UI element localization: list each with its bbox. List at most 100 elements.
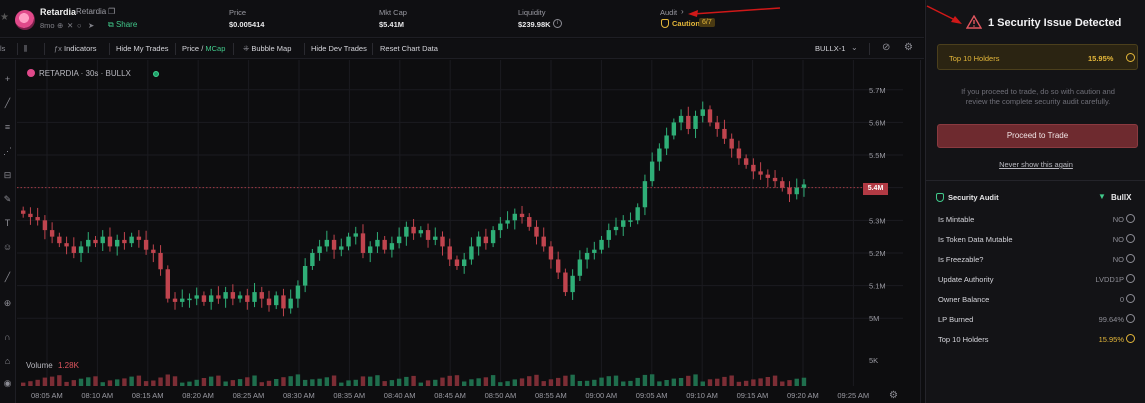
chart-canvas[interactable]: 5.7M 5.6M 5.5M 5.4M 5.3M 5.2M 5.1M 5M 5K 08:05 AM… — [17, 60, 924, 403]
candle — [765, 174, 771, 178]
x-tick-label: 08:10 AM — [81, 391, 113, 400]
candle — [801, 184, 807, 188]
candle — [555, 259, 561, 273]
info-icon[interactable]: i — [553, 19, 562, 28]
candle — [274, 295, 279, 306]
candle — [237, 295, 243, 299]
volume-bar — [237, 379, 243, 386]
candle — [686, 115, 691, 129]
bubble-map-button[interactable]: ⁜ Bubble Map — [243, 44, 291, 53]
telegram-icon[interactable]: ➤ — [88, 21, 95, 30]
star-icon[interactable]: ★ — [0, 12, 9, 23]
volume-bar — [288, 376, 293, 386]
audit-row-mutable: Is Token Data Mutable NO — [926, 234, 1145, 255]
trendline-icon[interactable]: ╱ — [4, 98, 11, 108]
hide-trades-button[interactable]: Hide My Trades — [116, 44, 169, 53]
lock-icon[interactable]: ⌂ — [4, 356, 11, 366]
text-tool-icon[interactable]: T — [4, 218, 11, 228]
source-select[interactable]: BULLX-1 — [815, 44, 846, 53]
volume-bar — [563, 375, 568, 386]
mktcap-label: Mkt Cap — [379, 8, 407, 17]
volume-bar — [302, 379, 308, 386]
volume-bar — [266, 380, 272, 386]
price-chart[interactable]: 5.7M 5.6M 5.5M 5.4M 5.3M 5.2M 5.1M 5M 5K 08:05 AM… — [17, 60, 924, 403]
x-icon[interactable]: ✕ — [67, 21, 74, 30]
indicators-button[interactable]: ƒx Indicators — [54, 44, 97, 53]
audit-label[interactable]: Audit — [660, 8, 678, 17]
reset-chart-button[interactable]: Reset Chart Data — [380, 44, 438, 53]
divider — [926, 180, 1145, 181]
price-mcap-toggle[interactable]: Price / MCap — [182, 44, 225, 53]
audit-row-value: 99.64% — [1098, 315, 1124, 324]
volume-bar — [801, 377, 807, 386]
candle-type-icon[interactable]: ⫼ — [24, 44, 28, 53]
y-tick-label: 5.7M — [869, 86, 886, 95]
search-chart-icon[interactable]: ⊘ — [882, 42, 891, 53]
candle — [606, 230, 611, 240]
ruler-icon[interactable]: ╱ — [4, 272, 11, 282]
share-label: Share — [115, 20, 138, 29]
check-circle-icon — [1126, 254, 1135, 263]
price-option[interactable]: Price — [182, 44, 200, 53]
candle — [216, 295, 221, 299]
copy-icon[interactable]: ❐ — [108, 7, 116, 16]
chart-settings-icon[interactable]: ⚙ — [889, 390, 898, 401]
volume-bar — [519, 378, 525, 386]
volume-bar — [461, 381, 467, 386]
volume-bar — [758, 378, 763, 386]
volume-bar — [35, 379, 40, 386]
fib-icon[interactable]: ≡ — [4, 122, 11, 132]
candle — [599, 239, 604, 250]
interval-icon[interactable]: ls — [0, 44, 6, 53]
hide-dev-trades-button[interactable]: Hide Dev Trades — [311, 44, 367, 53]
candle — [693, 115, 698, 129]
settings-icon[interactable]: ⚙ — [904, 42, 913, 53]
volume-bar — [93, 376, 98, 386]
candle — [541, 236, 546, 247]
never-show-link[interactable]: Never show this again — [999, 160, 1073, 169]
candle — [151, 249, 156, 253]
candle — [208, 295, 214, 302]
zoom-icon[interactable]: ⊕ — [3, 298, 12, 308]
volume-bar — [505, 381, 510, 386]
y-tick-label: 5.5M — [869, 151, 886, 160]
check-circle-icon — [1126, 214, 1135, 223]
x-tick-label: 09:20 AM — [787, 391, 819, 400]
eye-icon[interactable]: ◉ — [3, 378, 12, 388]
volume-bar — [194, 379, 199, 386]
emoji-icon[interactable]: ☺ — [2, 242, 13, 252]
chevron-down-icon[interactable]: ⌄ — [851, 43, 858, 52]
candle — [172, 298, 178, 302]
candle — [642, 181, 648, 208]
crosshair-icon[interactable]: + — [4, 74, 11, 84]
live-indicator — [153, 71, 159, 77]
audit-row-label: Is Token Data Mutable — [938, 235, 1013, 244]
globe-icon[interactable]: ⊕ — [57, 21, 64, 30]
audit-row-value: 15.95% — [1098, 335, 1124, 344]
holders-alert-value: 15.95% — [1088, 54, 1114, 63]
audit-row-label: Is Freezable? — [938, 255, 984, 264]
candle — [418, 230, 424, 234]
volume-bar — [216, 375, 221, 386]
volume-bar — [527, 376, 532, 386]
projection-icon[interactable]: ⊟ — [3, 170, 12, 180]
candle — [259, 292, 264, 299]
proceed-to-trade-button[interactable]: Proceed to Trade — [937, 124, 1138, 148]
security-panel: 1 Security Issue Detected Top 10 Holders… — [925, 0, 1145, 403]
candle — [223, 292, 228, 299]
y-tick-label: 5.6M — [869, 118, 886, 127]
chevron-right-icon[interactable]: › — [681, 7, 684, 16]
volume-bar — [671, 378, 677, 386]
volume-bar — [411, 375, 416, 386]
pattern-icon[interactable]: ⋰ — [3, 146, 12, 156]
share-link[interactable]: ⧉ Share — [108, 20, 137, 30]
volume-bar — [158, 377, 163, 386]
token-ticker: Retardia — [76, 7, 107, 16]
mcap-option[interactable]: MCap — [205, 44, 226, 53]
x-tick-label: 08:25 AM — [233, 391, 265, 400]
audit-row-top-holders: Top 10 Holders 15.95% — [926, 334, 1145, 355]
volume-bar — [628, 380, 633, 386]
magnet-icon[interactable]: ∩ — [4, 332, 11, 342]
brush-icon[interactable]: ✎ — [3, 194, 12, 204]
search-icon[interactable]: ○ — [77, 21, 82, 30]
